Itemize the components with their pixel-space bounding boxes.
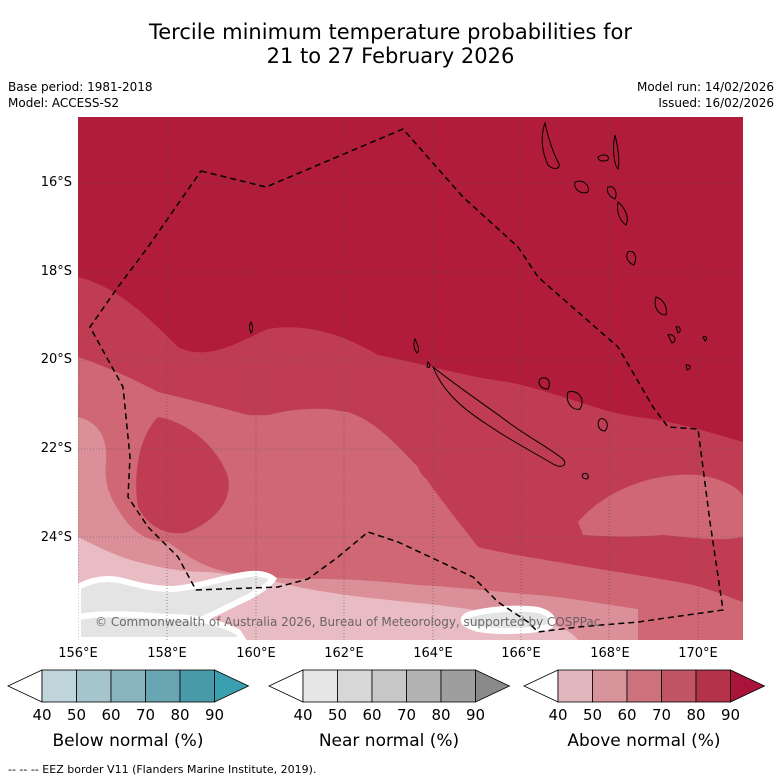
near-normal-region-southwest bbox=[78, 611, 247, 640]
colorbar-tick-label: 70 bbox=[135, 706, 156, 724]
colorbar-over-arrow bbox=[730, 669, 766, 703]
map-panel: © Commonwealth of Australia 2026, Bureau… bbox=[78, 117, 743, 640]
colorbar-tick-label: 60 bbox=[101, 706, 121, 724]
colorbar-tick-label: 50 bbox=[582, 706, 603, 724]
colorbar-near-normal bbox=[268, 669, 511, 703]
colorbar-tick-label: 70 bbox=[651, 706, 672, 724]
base-period: Base period: 1981-2018 bbox=[8, 80, 153, 94]
near-normal-region-south bbox=[460, 605, 556, 635]
colorbar-tick-label: 40 bbox=[548, 706, 568, 724]
legend-label-below-normal: Below normal (%) bbox=[52, 731, 204, 751]
colorbar-segment bbox=[110, 669, 146, 703]
lon-label-168e: 168°E bbox=[590, 646, 630, 661]
copyright-notice: © Commonwealth of Australia 2026, Bureau… bbox=[95, 615, 600, 629]
colorbar-tick-label: 90 bbox=[465, 706, 486, 724]
model-name: Model: ACCESS-S2 bbox=[8, 96, 120, 110]
colorbar-above-normal bbox=[523, 669, 766, 703]
colorbar-tick-label: 40 bbox=[32, 706, 52, 724]
colorbar-segment bbox=[557, 669, 593, 703]
colorbar-tick-label: 60 bbox=[617, 706, 637, 724]
colorbar-tick-label: 90 bbox=[204, 706, 225, 724]
chesterfield-islands bbox=[249, 321, 253, 334]
lat-label-22s: 22°S bbox=[40, 441, 72, 456]
colorbar-under-arrow bbox=[268, 669, 304, 703]
lon-label-170e: 170°E bbox=[678, 646, 718, 661]
lat-label-18s: 18°S bbox=[40, 264, 72, 279]
colorbar-tick-label: 80 bbox=[686, 706, 706, 724]
lon-label-156e: 156°E bbox=[58, 646, 98, 661]
legend-label-near-normal: Near normal (%) bbox=[318, 731, 460, 751]
colorbar-over-arrow bbox=[475, 669, 511, 703]
colorbar-segment bbox=[371, 669, 407, 703]
colorbar-below-normal bbox=[7, 669, 250, 703]
colorbar-segment bbox=[440, 669, 476, 703]
colorbar-tick-label: 90 bbox=[720, 706, 741, 724]
eez-border bbox=[89, 128, 724, 633]
above-70-east-lobe bbox=[578, 474, 743, 540]
model-run: Model run: 14/02/2026 bbox=[636, 80, 774, 94]
legend-label-above-normal: Above normal (%) bbox=[567, 731, 721, 751]
colorbar-segment bbox=[41, 669, 77, 703]
above-70-patch bbox=[216, 408, 388, 459]
lon-label-164e: 164°E bbox=[413, 646, 453, 661]
colorbar-segment bbox=[302, 669, 338, 703]
colorbar-tick-label: 60 bbox=[362, 706, 382, 724]
lat-label-24s: 24°S bbox=[40, 530, 72, 545]
above-80-pocket bbox=[136, 417, 229, 534]
legend-colorbars bbox=[7, 669, 766, 703]
colorbar-tick-label: 80 bbox=[431, 706, 451, 724]
colorbar-tick-label: 70 bbox=[396, 706, 417, 724]
colorbar-tick-label: 50 bbox=[66, 706, 87, 724]
issued-date: Issued: 16/02/2026 bbox=[658, 96, 774, 110]
colorbar-segment bbox=[179, 669, 215, 703]
new-caledonia bbox=[413, 337, 566, 467]
colorbar-segment bbox=[76, 669, 112, 703]
lat-label-16s: 16°S bbox=[40, 175, 72, 190]
colorbar-segment bbox=[661, 669, 697, 703]
colorbar-over-arrow bbox=[214, 669, 250, 703]
map-title-line1: Tercile minimum temperature probabilitie… bbox=[148, 20, 633, 44]
lon-label-160e: 160°E bbox=[236, 646, 276, 661]
colorbar-segment bbox=[145, 669, 181, 703]
colorbar-under-arrow bbox=[523, 669, 559, 703]
colorbar-tick-label: 40 bbox=[293, 706, 313, 724]
loyalty-islands bbox=[538, 377, 608, 480]
colorbar-tick-label: 50 bbox=[327, 706, 348, 724]
vanuatu-islands bbox=[541, 121, 707, 371]
lon-label-162e: 162°E bbox=[324, 646, 364, 661]
colorbar-tick-label: 80 bbox=[170, 706, 190, 724]
colorbar-segment bbox=[337, 669, 373, 703]
colorbar-segment bbox=[695, 669, 731, 703]
colorbar-under-arrow bbox=[7, 669, 43, 703]
colorbar-segment bbox=[406, 669, 442, 703]
lon-label-166e: 166°E bbox=[501, 646, 541, 661]
eez-footnote: -- -- -- EEZ border V11 (Flanders Marine… bbox=[8, 763, 317, 776]
lon-label-158e: 158°E bbox=[147, 646, 187, 661]
map-title-line2: 21 to 27 February 2026 bbox=[266, 44, 515, 68]
lat-label-20s: 20°S bbox=[40, 352, 72, 367]
graticule bbox=[78, 117, 743, 640]
colorbar-segment bbox=[592, 669, 628, 703]
above-80-east-tongue bbox=[418, 443, 475, 484]
colorbar-segment bbox=[626, 669, 662, 703]
